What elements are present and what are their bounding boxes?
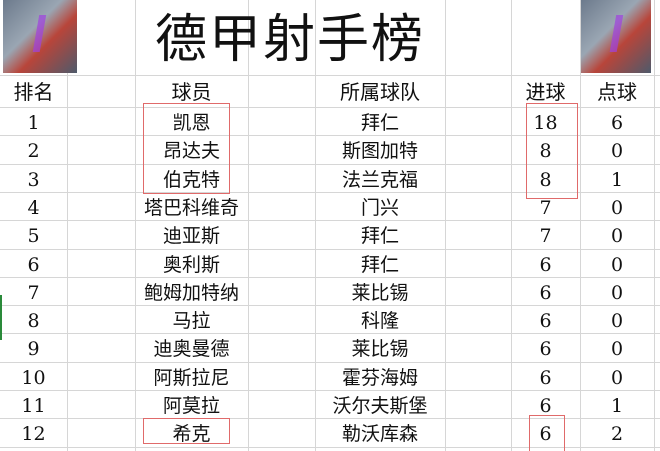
cell-goals[interactable]: 6	[539, 254, 552, 276]
cell-goals[interactable]: 6	[539, 367, 552, 389]
cell-goals[interactable]: 18	[533, 112, 558, 134]
cell-team[interactable]: 拜仁	[360, 225, 399, 247]
grid-line	[0, 447, 660, 448]
cell-goals[interactable]: 6	[539, 395, 552, 417]
cell-penalties[interactable]: 0	[610, 197, 624, 219]
cell-player[interactable]: 阿莫拉	[162, 395, 220, 417]
cell-penalties[interactable]: 0	[610, 254, 624, 276]
cell-rank[interactable]: 7	[27, 282, 40, 304]
grid-line	[248, 0, 249, 451]
grid-line	[0, 277, 660, 278]
cell-player[interactable]: 阿斯拉尼	[153, 367, 230, 389]
cell-rank[interactable]: 6	[27, 254, 40, 276]
grid-line	[315, 0, 316, 451]
cell-rank[interactable]: 11	[21, 395, 46, 417]
cell-goals[interactable]: 6	[539, 282, 552, 304]
cell-team[interactable]: 霍芬海姆	[341, 367, 418, 389]
cell-team[interactable]: 拜仁	[360, 254, 399, 276]
grid-line	[0, 164, 660, 165]
cell-penalties[interactable]: 0	[610, 140, 624, 162]
cell-rank[interactable]: 1	[27, 112, 40, 134]
cell-goals[interactable]: 7	[539, 197, 552, 219]
cell-goals[interactable]: 7	[539, 225, 552, 247]
grid-line	[0, 390, 660, 391]
cell-rank[interactable]: 9	[27, 338, 40, 360]
cell-penalties[interactable]: 0	[610, 338, 624, 360]
header-rank[interactable]: 排名	[13, 80, 54, 104]
cell-penalties[interactable]: 0	[610, 367, 624, 389]
cell-player[interactable]: 马拉	[172, 310, 211, 332]
cell-rank[interactable]: 3	[27, 169, 40, 191]
cell-player[interactable]: 塔巴科维奇	[143, 197, 239, 219]
cell-player[interactable]: 奥利斯	[162, 254, 220, 276]
highlight-box	[529, 415, 565, 451]
grid-line	[654, 0, 655, 451]
cell-team[interactable]: 沃尔夫斯堡	[332, 395, 428, 417]
cell-team[interactable]: 勒沃库森	[341, 423, 418, 445]
grid-line	[0, 75, 660, 76]
selection-edge	[0, 295, 2, 340]
cell-rank[interactable]: 4	[27, 197, 40, 219]
cell-goals[interactable]: 8	[539, 140, 552, 162]
grid-line	[0, 418, 660, 419]
highlight-box	[526, 103, 578, 199]
cell-player[interactable]: 昂达夫	[162, 140, 220, 162]
cell-rank[interactable]: 10	[21, 367, 46, 389]
grid-line	[0, 135, 660, 136]
cell-team[interactable]: 莱比锡	[351, 282, 409, 304]
cell-rank[interactable]: 12	[21, 423, 46, 445]
header-player[interactable]: 球员	[171, 80, 212, 104]
grid-line	[580, 0, 581, 451]
grid-line	[0, 362, 660, 363]
grid-line	[135, 0, 136, 451]
grid-line	[0, 249, 660, 250]
cell-goals[interactable]: 6	[539, 338, 552, 360]
highlight-box	[143, 418, 230, 444]
cell-rank[interactable]: 5	[27, 225, 40, 247]
cell-rank[interactable]: 2	[27, 140, 40, 162]
cell-team[interactable]: 莱比锡	[351, 338, 409, 360]
header-team[interactable]: 所属球队	[340, 80, 420, 104]
cell-player[interactable]: 迪亚斯	[162, 225, 220, 247]
cell-team[interactable]: 科隆	[360, 310, 399, 332]
character-image-left	[3, 0, 77, 73]
grid-line	[0, 192, 660, 193]
cell-penalties[interactable]: 1	[610, 395, 624, 417]
grid-line	[67, 0, 68, 451]
highlight-box	[143, 103, 230, 194]
grid-line	[0, 220, 660, 221]
cell-team[interactable]: 法兰克福	[341, 169, 418, 191]
cell-penalties[interactable]: 6	[610, 112, 624, 134]
grid-line	[445, 0, 446, 451]
cell-player[interactable]: 希克	[172, 423, 211, 445]
character-image-right	[581, 0, 651, 73]
header-penalties[interactable]: 点球	[597, 80, 637, 104]
cell-penalties[interactable]: 0	[610, 225, 624, 247]
grid-line	[0, 107, 660, 108]
grid-line	[511, 0, 512, 451]
cell-penalties[interactable]: 2	[610, 423, 624, 445]
cell-goals[interactable]: 6	[539, 310, 552, 332]
cell-goals[interactable]: 8	[539, 169, 552, 191]
cell-penalties[interactable]: 0	[610, 310, 624, 332]
cell-penalties[interactable]: 0	[610, 282, 624, 304]
cell-rank[interactable]: 8	[27, 310, 40, 332]
cell-team[interactable]: 拜仁	[360, 112, 399, 134]
cell-player[interactable]: 鲍姆加特纳	[143, 282, 239, 304]
cell-player[interactable]: 凯恩	[172, 112, 211, 134]
grid-line	[0, 333, 660, 334]
cell-team[interactable]: 斯图加特	[341, 140, 418, 162]
cell-team[interactable]: 门兴	[360, 197, 399, 219]
header-goals[interactable]: 进球	[525, 80, 566, 104]
page-title: 德甲射手榜	[154, 10, 425, 70]
cell-goals[interactable]: 6	[539, 423, 552, 445]
grid-line	[0, 305, 660, 306]
cell-player[interactable]: 迪奥曼德	[153, 338, 230, 360]
cell-player[interactable]: 伯克特	[162, 169, 220, 191]
cell-penalties[interactable]: 1	[610, 169, 624, 191]
